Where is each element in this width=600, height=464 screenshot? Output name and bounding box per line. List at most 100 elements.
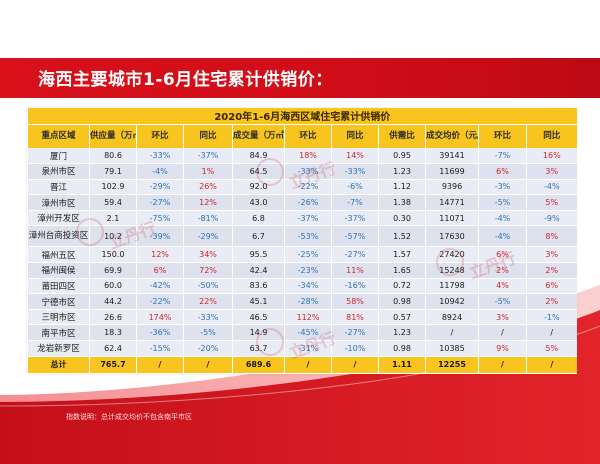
- table-cell: 95.5: [232, 246, 285, 264]
- table-cell: 2%: [525, 262, 577, 279]
- table-cell: -5%: [478, 194, 527, 211]
- region-name-cell: 泉州市区: [27, 163, 90, 180]
- table-cell: 9%: [478, 340, 527, 357]
- region-name-cell: 三明市区: [27, 309, 90, 326]
- table-cell: -27%: [136, 194, 184, 211]
- table-row: 宁德市区 44.2 -22% 22% 45.1 -28% 58% 0.98 10942 -5% 2%: [27, 293, 577, 310]
- table-cell: 12%: [183, 194, 233, 211]
- table-cell: 58%: [331, 293, 379, 310]
- table-cell: -81%: [183, 210, 233, 227]
- table-cell: 0.98: [378, 293, 426, 310]
- table-cell: 62.4: [89, 340, 137, 357]
- table-cell: 4%: [478, 278, 527, 295]
- table-row: 泉州市区 79.1 -4% 1% 64.5 -33% -33% 1.23 11699 6% 3%: [27, 163, 577, 180]
- table-cell: /: [525, 324, 577, 342]
- table-cell: 5%: [525, 340, 577, 357]
- table-cell: 0.30: [378, 210, 426, 227]
- table-cell: -4%: [525, 179, 577, 196]
- total-cell: /: [136, 356, 184, 374]
- table-cell: -36%: [136, 324, 184, 342]
- table-row: 龙岩新罗区 62.4 -15% -20% 63.7 -31% -10% 0.98 10385 9%…: [27, 340, 577, 357]
- region-name-cell: 晋江: [27, 179, 90, 196]
- table-cell: 2%: [478, 262, 527, 279]
- table-cell: 5%: [525, 194, 577, 211]
- table-cell: 0.57: [378, 309, 426, 326]
- table-cell: 1.52: [378, 225, 426, 248]
- table-row: 福州闽侯 69.9 6% 72% 42.4 -23% 11% 1.65 15248 2% 2%: [27, 262, 577, 279]
- table-cell: -25%: [284, 246, 332, 264]
- table-cell: -4%: [478, 225, 527, 248]
- table-cell: 18%: [284, 148, 332, 165]
- table-row: 厦门 80.6 -33% -37% 84.9 18% 14% 0.95 39141 -7% 16%: [27, 148, 577, 165]
- total-row: 总计 765.7//689.6//1.11 12255//: [27, 356, 577, 374]
- column-header: 环比: [136, 123, 184, 148]
- table-cell: 11%: [331, 262, 379, 279]
- table-cell: -45%: [284, 324, 332, 342]
- table-cell: 0.98: [378, 340, 426, 357]
- table-cell: -27%: [331, 324, 379, 342]
- table-cell: -37%: [183, 148, 233, 165]
- footnote: 指数说明：总计成交均价不包含南平市区: [66, 413, 192, 421]
- table-cell: 22%: [183, 293, 233, 310]
- region-name-cell: 莆田四区: [27, 278, 90, 295]
- table-cell: 0.95: [378, 148, 426, 165]
- table-cell: 1%: [183, 163, 233, 180]
- table-cell: 1.38: [378, 194, 426, 211]
- table-row: 福州五区 150.0 12% 34% 95.5 -25% -27% 1.57 27420 6% 3%: [27, 246, 577, 264]
- region-name-cell: 漳州台商投资区: [27, 225, 90, 248]
- table-cell: 44.2: [89, 293, 137, 310]
- table-cell: -42%: [136, 278, 184, 295]
- table-cell: -7%: [478, 148, 527, 165]
- total-cell: 689.6: [232, 356, 285, 374]
- sales-table-container: 2020年1-6月海西区域住宅累计供销价 重点区域供应量（万㎡）环比同比成交量（…: [26, 108, 577, 374]
- table-cell: 2%: [525, 293, 577, 310]
- column-header: 供需比: [378, 123, 426, 148]
- column-header: 同比: [331, 123, 379, 148]
- watermark-logo-icon: [256, 328, 284, 356]
- table-cell: -3%: [478, 179, 527, 196]
- table-row: 三明市区 26.6 174% -33% 46.5 112% 81% 0.57 8924 3% -1%: [27, 309, 577, 326]
- table-row: 漳州开发区 2.1 -75% -81% 6.8 -37% -37% 0.30 11071 -4% -…: [27, 210, 577, 227]
- column-header: 同比: [183, 123, 233, 148]
- region-name-cell: 福州五区: [27, 246, 90, 264]
- region-name-cell: 漳州开发区: [27, 210, 90, 227]
- column-header: 环比: [478, 123, 527, 148]
- watermark-logo-icon: [436, 248, 464, 276]
- table-cell: -37%: [331, 210, 379, 227]
- table-cell: 3%: [478, 309, 527, 326]
- table-cell: 46.5: [232, 309, 285, 326]
- total-cell: /: [525, 356, 577, 374]
- table-cell: -27%: [331, 246, 379, 264]
- table-cell: 11699: [425, 163, 479, 180]
- table-cell: -22%: [284, 179, 332, 196]
- watermark-logo-icon: [256, 158, 284, 186]
- total-cell: 1.11: [378, 356, 426, 374]
- table-cell: 102.9: [89, 179, 137, 196]
- table-cell: 79.1: [89, 163, 137, 180]
- table-cell: -34%: [284, 278, 332, 295]
- table-cell: 10942: [425, 293, 479, 310]
- table-cell: -29%: [136, 179, 184, 196]
- column-header: 成交均价（元/㎡）: [425, 123, 479, 148]
- table-header-row: 重点区域供应量（万㎡）环比同比成交量（万㎡）环比同比供需比成交均价（元/㎡）环比…: [27, 123, 577, 148]
- table-row: 漳州市区 59.4 -27% 12% 43.0 -26% -7% 1.38 14771 -5% 5%: [27, 194, 577, 211]
- table-cell: -15%: [136, 340, 184, 357]
- sales-table: 2020年1-6月海西区域住宅累计供销价 重点区域供应量（万㎡）环比同比成交量（…: [26, 108, 577, 374]
- total-cell: /: [284, 356, 332, 374]
- table-cell: /: [478, 324, 527, 342]
- watermark-logo-icon: [76, 218, 104, 246]
- table-cell: -16%: [331, 278, 379, 295]
- table-cell: -37%: [284, 210, 332, 227]
- total-cell: 12255: [425, 356, 479, 374]
- table-cell: -22%: [136, 293, 184, 310]
- table-cell: 11071: [425, 210, 479, 227]
- total-cell: 765.7: [89, 356, 137, 374]
- table-cell: -57%: [331, 225, 379, 248]
- table-cell: -33%: [331, 163, 379, 180]
- table-cell: -75%: [136, 210, 184, 227]
- table-cell: 39141: [425, 148, 479, 165]
- table-cell: 1.23: [378, 324, 426, 342]
- table-cell: 14771: [425, 194, 479, 211]
- table-cell: -29%: [183, 225, 233, 248]
- table-cell: 42.4: [232, 262, 285, 279]
